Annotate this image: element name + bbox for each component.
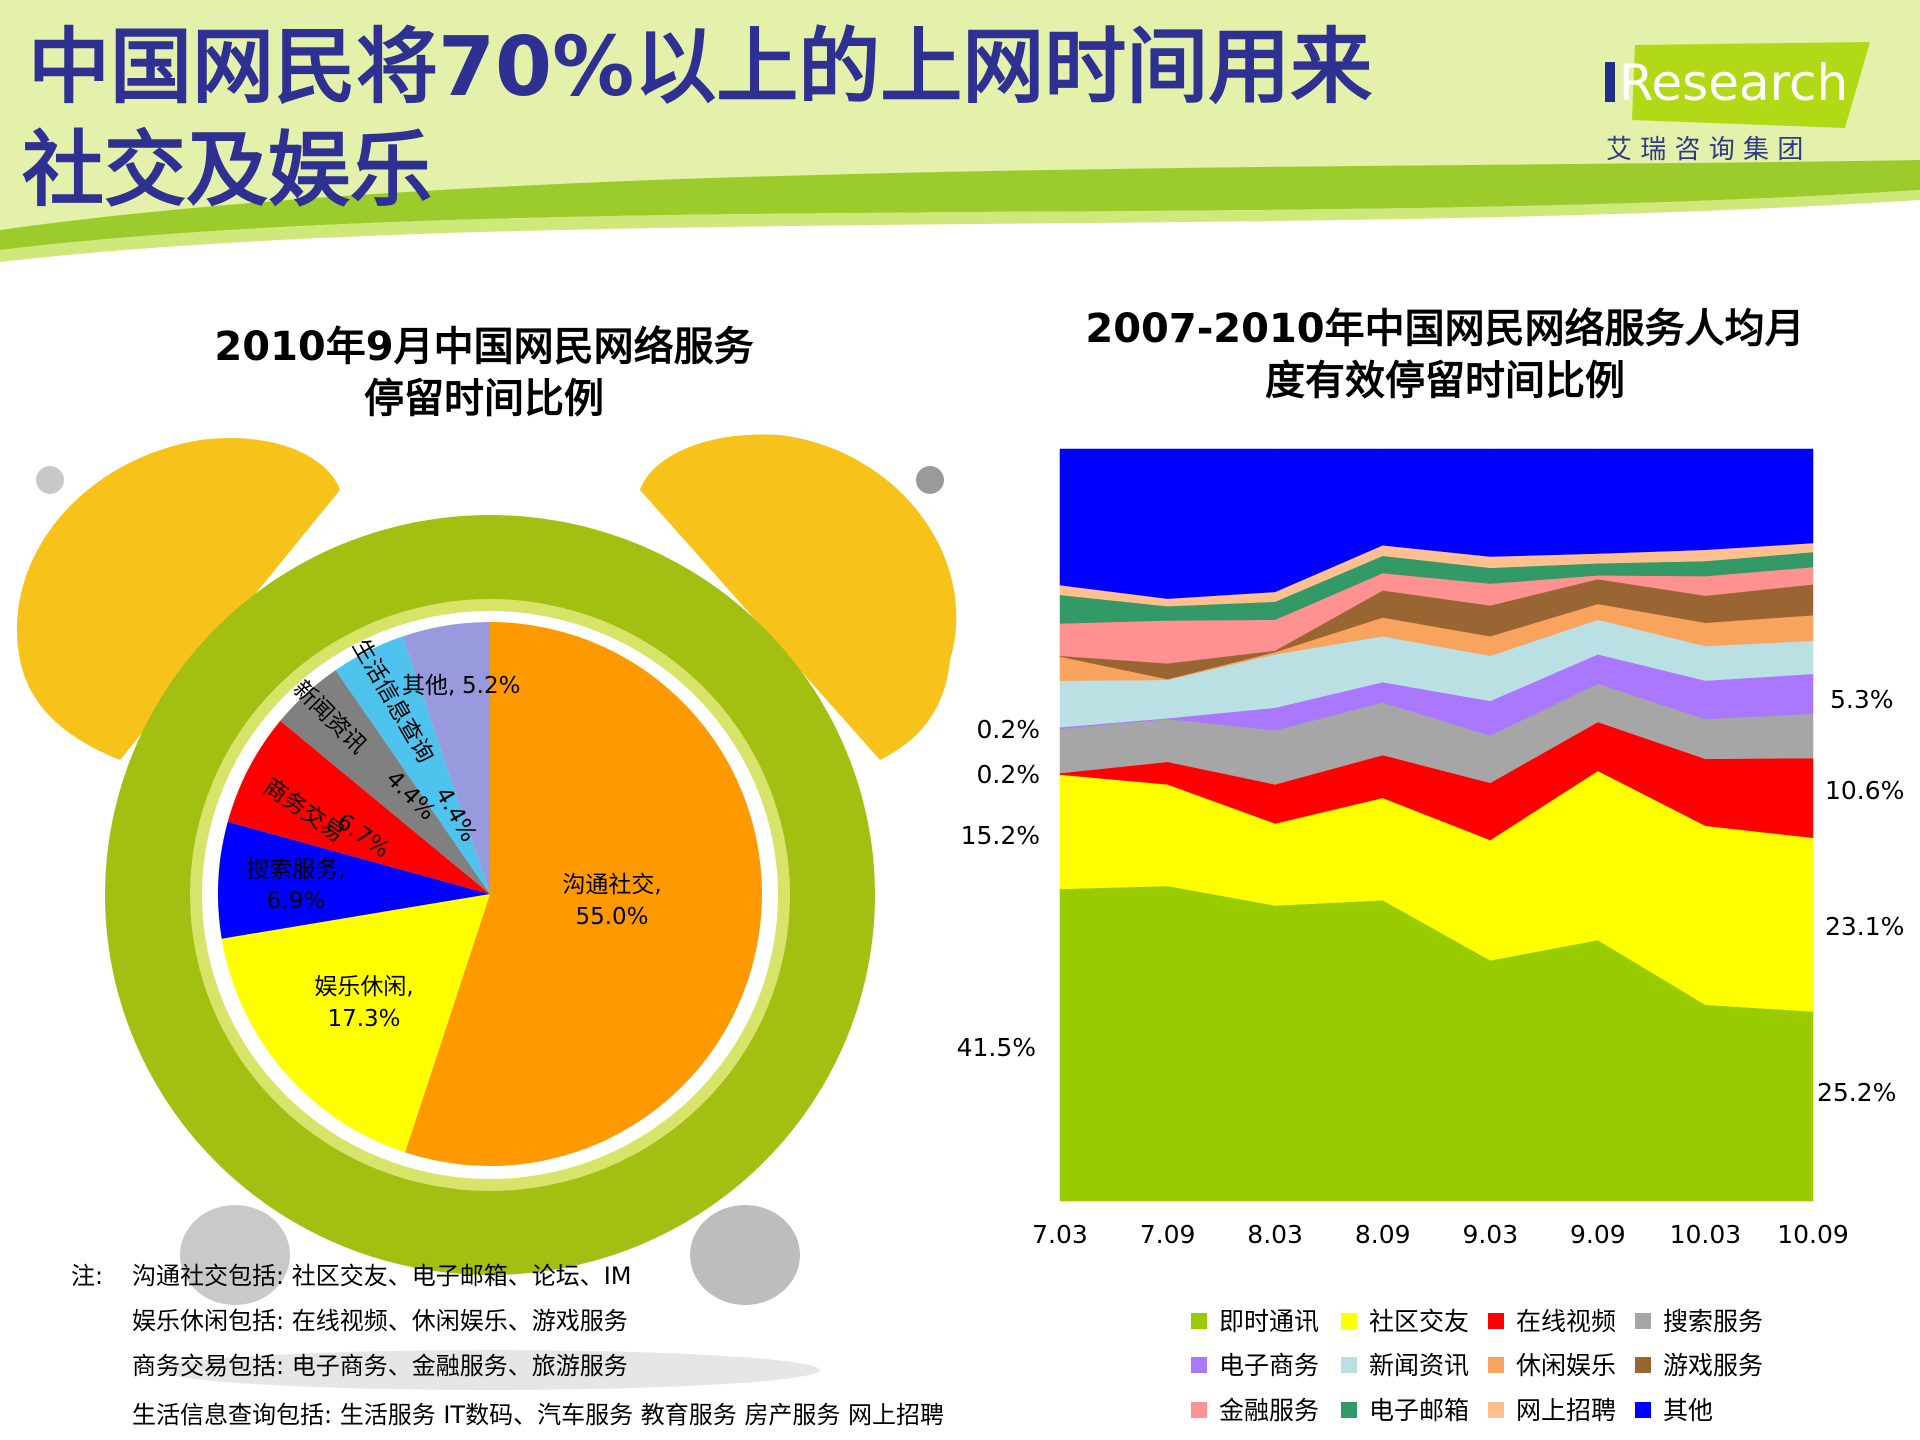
legend-swatch <box>1635 1402 1651 1418</box>
legend-item: 其他 <box>1635 1396 1713 1425</box>
legend-label: 休闲娱乐 <box>1516 1351 1616 1380</box>
legend-item: 新闻资讯 <box>1341 1351 1469 1380</box>
legend-swatch <box>1488 1357 1504 1373</box>
legend-item: 电子邮箱 <box>1341 1396 1469 1425</box>
area-title-line2: 度有效停留时间比例 <box>1265 358 1625 404</box>
x-axis-ticks: 7.03 7.09 8.03 8.09 9.03 9.09 10.03 10.09 <box>1032 1220 1849 1249</box>
area-chart <box>1059 448 1814 1202</box>
area-series-11 <box>1059 448 1814 599</box>
header-band <box>0 0 1920 262</box>
right-bell <box>640 434 957 760</box>
pie-label-social: 沟通社交, <box>562 872 661 898</box>
right-label-video: 10.6% <box>1825 776 1904 805</box>
page-title-line1: 中国网民将70%以上的上网时间用来 <box>28 20 1372 115</box>
left-label-video: 0.2% <box>976 715 1040 744</box>
logo-text: iResearch <box>1605 54 1848 112</box>
legend-label: 游戏服务 <box>1663 1351 1763 1380</box>
right-edge-labels: 5.3% 10.6% 23.1% 25.2% <box>1817 685 1904 1107</box>
legend-label: 即时通讯 <box>1219 1307 1319 1336</box>
x-tick-label: 8.09 <box>1355 1220 1411 1249</box>
legend-label: 社区交友 <box>1369 1307 1469 1336</box>
legend-label: 其他 <box>1663 1396 1713 1425</box>
legend-label: 搜索服务 <box>1663 1307 1763 1336</box>
note-line-1: 沟通社交包括: 社区交友、电子邮箱、论坛、IM <box>132 1262 632 1290</box>
legend-swatch <box>1191 1313 1207 1329</box>
legend-swatch <box>1341 1402 1357 1418</box>
left-label-ecommerce: 0.2% <box>976 760 1040 789</box>
legend-item: 搜索服务 <box>1635 1307 1763 1336</box>
pie-value-other: 5.2% <box>462 673 520 699</box>
legend-swatch <box>1488 1313 1504 1329</box>
x-tick-label: 7.03 <box>1032 1220 1088 1249</box>
left-bell <box>16 438 340 760</box>
legend-label: 金融服务 <box>1219 1396 1319 1425</box>
logo-subtitle: 艾 瑞 咨 询 集 团 <box>1606 135 1803 165</box>
legend-swatch <box>1488 1402 1504 1418</box>
pie-title-line2: 停留时间比例 <box>364 376 604 422</box>
pie-label-search: 搜索服务, <box>246 857 345 883</box>
pie-label-entertainment: 娱乐休闲, <box>314 974 413 1000</box>
pie-value-search: 6.9% <box>267 888 325 914</box>
x-tick-label: 8.03 <box>1247 1220 1303 1249</box>
left-foot <box>180 1205 290 1305</box>
iresearch-logo: iResearch 艾 瑞 咨 询 集 团 <box>1605 42 1870 165</box>
pie-slice <box>227 720 490 894</box>
note-prefix: 注: <box>71 1262 103 1290</box>
legend-swatch <box>1191 1402 1207 1418</box>
pie-title-line1: 2010年9月中国网民网络服务 <box>214 324 753 370</box>
legend-swatch <box>1341 1357 1357 1373</box>
note-line-3: 商务交易包括: 电子商务、金融服务、旅游服务 <box>132 1352 628 1380</box>
legend-swatch <box>1191 1357 1207 1373</box>
area-title-line1: 2007-2010年中国网民网络服务人均月 <box>1085 306 1804 352</box>
pie-slice <box>335 636 490 894</box>
legend-item: 金融服务 <box>1191 1396 1319 1425</box>
legend-item: 游戏服务 <box>1635 1351 1763 1380</box>
right-foot <box>690 1205 800 1305</box>
legend-label: 在线视频 <box>1516 1307 1616 1336</box>
legend-item: 电子商务 <box>1191 1351 1319 1380</box>
page-title-line2: 社交及娱乐 <box>22 123 432 218</box>
legend-label: 新闻资讯 <box>1369 1351 1469 1380</box>
x-tick-label: 10.09 <box>1777 1220 1849 1249</box>
legend-label: 电子邮箱 <box>1369 1396 1469 1425</box>
x-tick-label: 9.09 <box>1570 1220 1626 1249</box>
x-tick-label: 9.03 <box>1462 1220 1518 1249</box>
note-line-2: 娱乐休闲包括: 在线视频、休闲娱乐、游戏服务 <box>132 1307 628 1335</box>
legend-item: 社区交友 <box>1341 1307 1469 1336</box>
pie-value-entertainment: 17.3% <box>327 1006 400 1032</box>
legend-item: 网上招聘 <box>1488 1396 1616 1425</box>
pie-slice <box>405 622 763 1166</box>
right-label-community: 23.1% <box>1825 912 1904 941</box>
legend-item: 休闲娱乐 <box>1488 1351 1616 1380</box>
note-line-4: 生活信息查询包括: 生活服务 IT数码、汽车服务 教育服务 房产服务 网上招聘 <box>132 1401 944 1429</box>
legend-item: 在线视频 <box>1488 1307 1616 1336</box>
pie-slice <box>221 894 491 1153</box>
notes: 注: 沟通社交包括: 社区交友、电子邮箱、论坛、IM 娱乐休闲包括: 在线视频、… <box>71 1262 944 1429</box>
left-edge-labels: 0.2% 0.2% 15.2% 41.5% <box>957 715 1040 1062</box>
right-label-ecommerce: 5.3% <box>1830 685 1894 714</box>
legend-label: 网上招聘 <box>1516 1396 1616 1425</box>
left-label-community: 15.2% <box>961 821 1040 850</box>
left-label-im: 41.5% <box>957 1033 1036 1062</box>
legend-label: 电子商务 <box>1219 1351 1319 1380</box>
pie-label-other: 其他, <box>402 673 455 699</box>
legend-swatch <box>1635 1313 1651 1329</box>
legend-swatch <box>1341 1313 1357 1329</box>
pie-slice <box>280 670 490 894</box>
right-label-im: 25.2% <box>1817 1078 1896 1107</box>
pie-chart <box>217 622 763 1166</box>
pie-slice <box>217 821 490 939</box>
x-tick-label: 10.03 <box>1670 1220 1742 1249</box>
legend-item: 即时通讯 <box>1191 1307 1319 1336</box>
pie-value-social: 55.0% <box>575 904 648 930</box>
pie-slice <box>402 622 490 894</box>
legend-swatch <box>1635 1357 1651 1373</box>
x-tick-label: 7.09 <box>1140 1220 1196 1249</box>
